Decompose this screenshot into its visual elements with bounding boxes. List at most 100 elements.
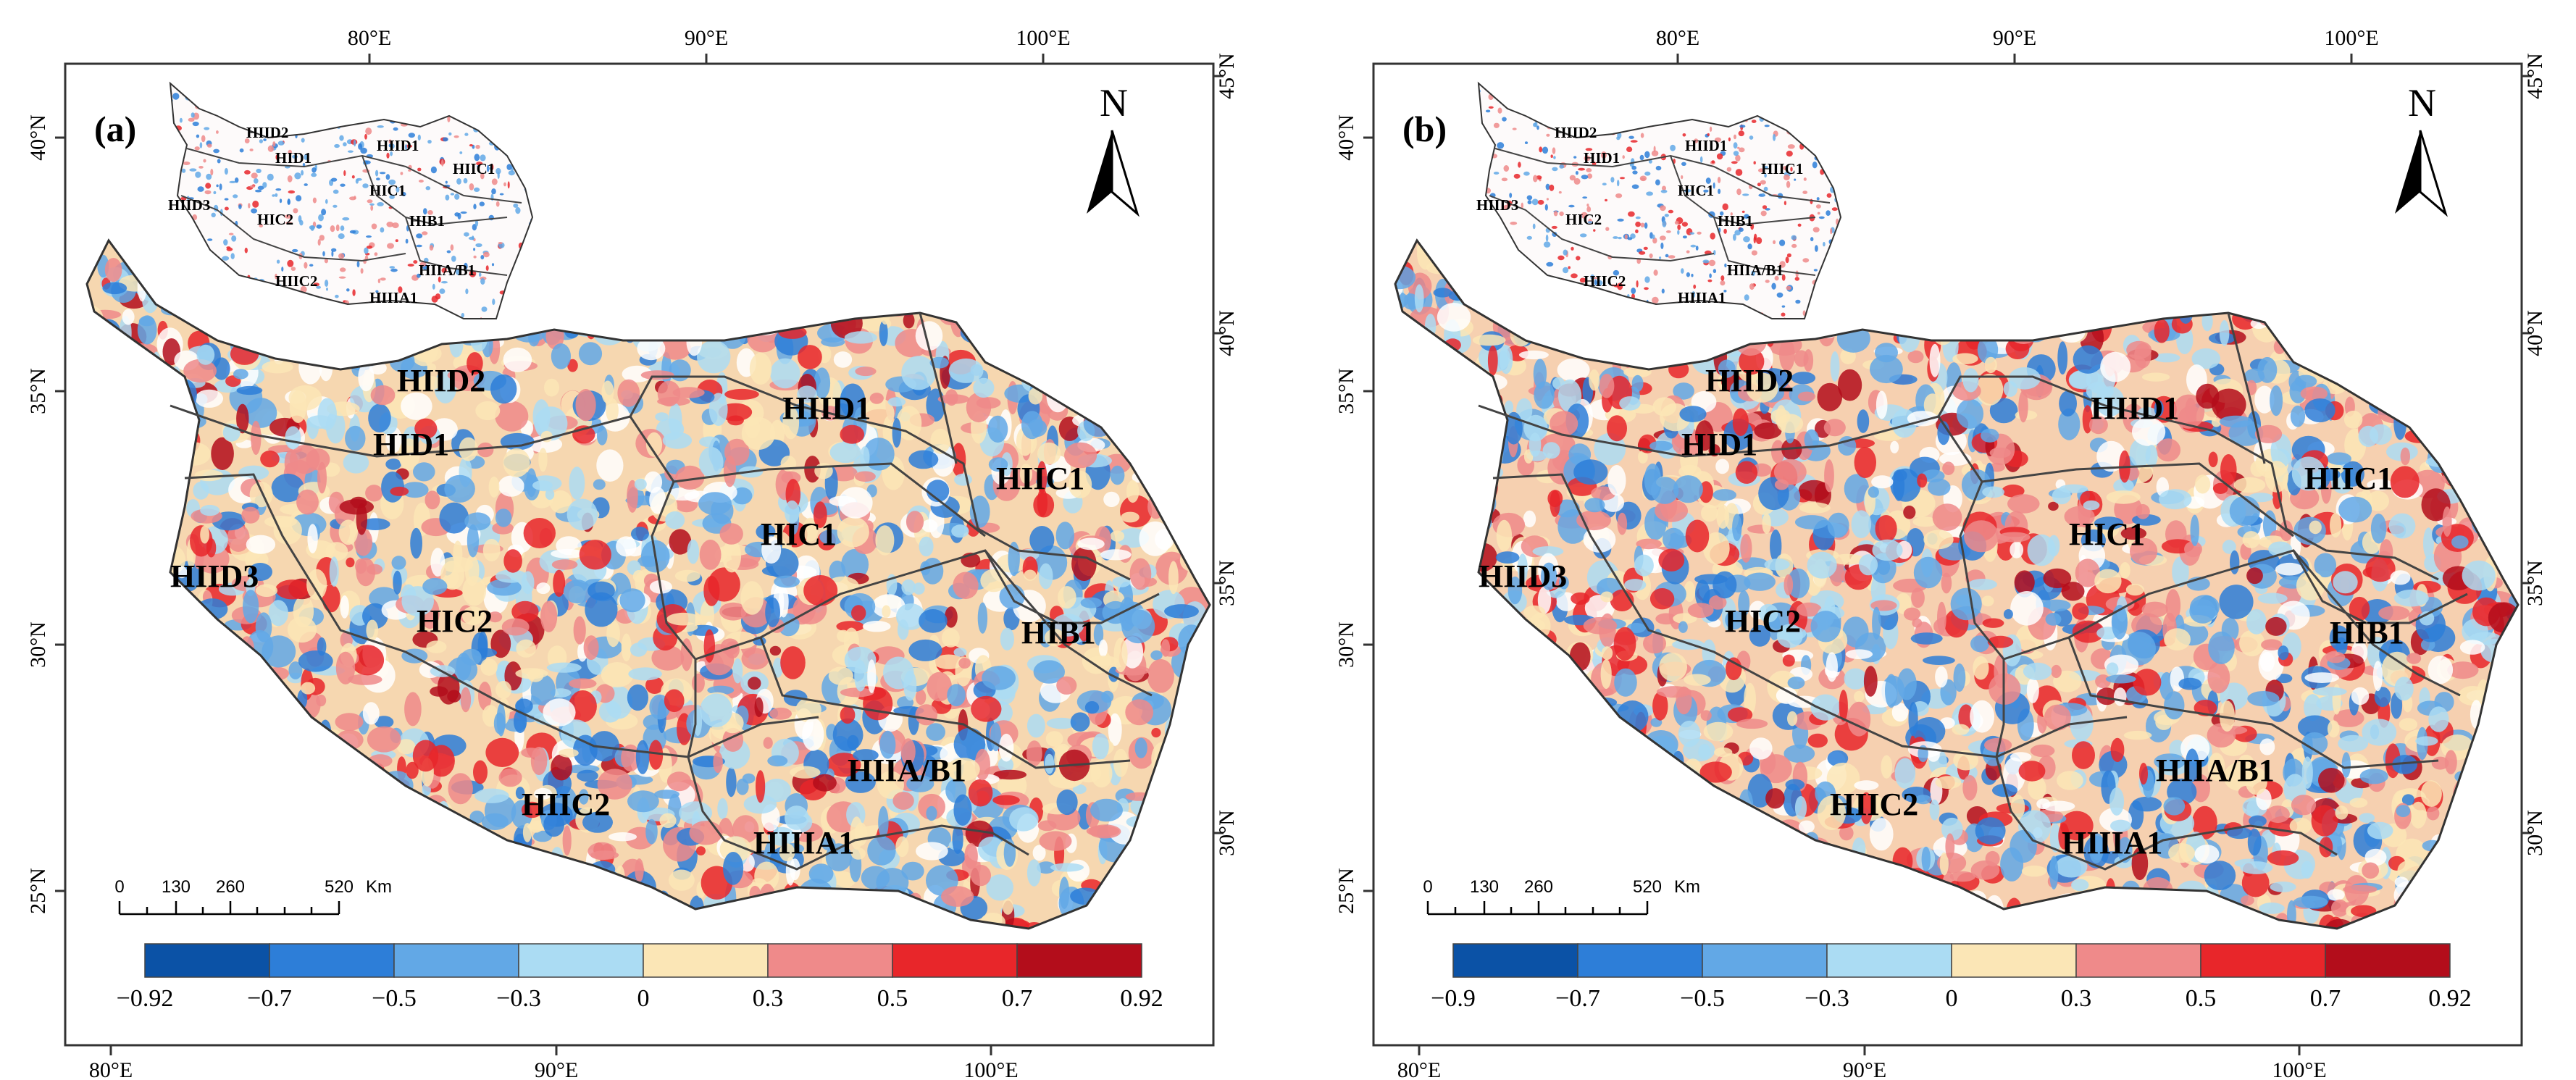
left-lat-25: 25°N — [1334, 868, 1358, 914]
scale-bar: 0 130 260 520 Km — [114, 877, 392, 916]
right-lat-40: 40°N — [2523, 310, 2547, 356]
map-frame — [1372, 62, 2523, 1047]
inset-label-hiid1: HIID1 — [377, 137, 419, 154]
scale-unit: Km — [1674, 877, 1700, 897]
left-lat-40: 40°N — [1334, 114, 1358, 161]
inset-label-hiic1: HIIC1 — [1761, 160, 1803, 177]
axis-labels: 80°E 90°E 100°E 80°E 90°E 100°E 40°N 35°… — [1334, 26, 2547, 1080]
left-lat-35: 35°N — [26, 368, 50, 414]
legend-break-label: 0.7 — [1002, 985, 1033, 1012]
top-lon-100: 100°E — [1016, 26, 1070, 50]
right-lat-35: 35°N — [2523, 560, 2547, 606]
legend-swatch — [1702, 943, 1828, 978]
scale-tick-520: 520 — [325, 877, 354, 897]
frame-ticks — [1363, 54, 2532, 1055]
right-lat-35: 35°N — [1215, 560, 1239, 606]
left-lat-40: 40°N — [26, 114, 50, 161]
legend-swatch — [1452, 943, 1578, 978]
north-label: N — [2408, 81, 2436, 125]
scale-tick-260: 260 — [216, 877, 245, 897]
region-label-hiid3: HIID3 — [1479, 558, 1567, 594]
inset-label-hiiab1: HIIA/B1 — [419, 261, 475, 279]
region-label-hiid3: HIID3 — [170, 558, 259, 594]
bottom-lon-80: 80°E — [89, 1058, 133, 1080]
scale-bar: 0 130 260 520 Km — [1423, 877, 1700, 916]
region-label-hid1: HID1 — [1681, 427, 1757, 462]
inset-label-hiiab1: HIIA/B1 — [1727, 261, 1783, 279]
region-label-hib1: HIB1 — [1021, 615, 1096, 650]
inset-label-hiiia1: HIIIA1 — [1678, 289, 1726, 306]
inset-label-hiid2: HIID2 — [246, 124, 288, 141]
map-panel-b: HIID2 HID1 HIID1 HIIC1 HIID3 HIC1 HIC2 H… — [1334, 26, 2547, 1080]
inset-label-hiid3: HIID3 — [1476, 196, 1518, 214]
legend-swatch — [1826, 943, 1952, 978]
bottom-lon-80: 80°E — [1397, 1058, 1441, 1080]
inset-label-hic2: HIC2 — [257, 211, 293, 228]
north-label: N — [1100, 81, 1128, 125]
north-arrow: N — [2395, 81, 2448, 217]
right-lat-40: 40°N — [1215, 310, 1239, 356]
inset-map: HIID2 HID1 HIID1 HIIC1 HIID3 HIC1 HIC2 H… — [1476, 83, 1841, 319]
region-label-hiiab1: HIIA/B1 — [848, 753, 966, 788]
top-lon-80: 80°E — [348, 26, 391, 50]
left-lat-30: 30°N — [26, 621, 50, 668]
scale-tick-520: 520 — [1633, 877, 1662, 897]
legend-swatch — [892, 943, 1018, 978]
region-label-hiid1: HIID1 — [782, 390, 871, 426]
legend-break-label: −0.3 — [496, 985, 541, 1012]
bottom-lon-100: 100°E — [963, 1058, 1018, 1080]
legend-break-label: 0.92 — [2428, 985, 2472, 1012]
map-panel-a: HIID2 HID1 HIID1 HIIC1 HIID3 HIC1 HIC2 H… — [26, 26, 1239, 1080]
region-label-hic2: HIC2 — [417, 603, 493, 639]
legend-break-label: −0.7 — [247, 985, 292, 1012]
left-lat-35: 35°N — [1334, 368, 1358, 414]
legend-swatch — [2325, 943, 2451, 978]
frame-ticks — [55, 54, 1224, 1055]
bottom-lon-100: 100°E — [2272, 1058, 2326, 1080]
left-lat-30: 30°N — [1334, 621, 1358, 668]
legend-break-label: 0.3 — [753, 985, 784, 1012]
inset-map: HIID2 HID1 HIID1 HIIC1 HIID3 HIC1 HIC2 H… — [168, 83, 533, 319]
inset-label-hib1: HIB1 — [1718, 212, 1753, 230]
legend-break-label: −0.92 — [117, 985, 174, 1012]
legend-swatch — [1016, 943, 1142, 978]
right-lat-45: 45°N — [1215, 53, 1239, 99]
legend-swatch — [643, 943, 769, 978]
legend-break-label: 0.5 — [2186, 985, 2217, 1012]
region-label-hiid1: HIID1 — [2091, 390, 2179, 426]
region-label-hiid2: HIID2 — [397, 363, 485, 398]
region-label-hib1: HIB1 — [2330, 615, 2404, 650]
inset-label-hid1: HID1 — [1584, 149, 1620, 167]
legend-swatch — [2075, 943, 2201, 978]
legend-break-label: 0.3 — [2061, 985, 2092, 1012]
inset-label-hid1: HID1 — [275, 149, 311, 167]
inset-label-hiic2: HIIC2 — [1584, 272, 1626, 290]
legend-swatch — [767, 943, 893, 978]
legend-swatch — [2200, 943, 2326, 978]
inset-label-hic1: HIC1 — [1678, 182, 1714, 199]
top-lon-90: 90°E — [685, 26, 728, 50]
scale-unit: Km — [366, 877, 392, 897]
top-lon-80: 80°E — [1656, 26, 1699, 50]
scale-tick-0: 0 — [1423, 877, 1432, 897]
region-label-hiiia1: HIIIA1 — [753, 825, 854, 861]
inset-label-hiid2: HIID2 — [1555, 124, 1597, 141]
inset-label-hiic1: HIIC1 — [453, 160, 495, 177]
bottom-lon-90: 90°E — [1843, 1058, 1886, 1080]
region-label-hiid2: HIID2 — [1705, 363, 1794, 398]
color-legend: −0.92 −0.7 −0.5 −0.3 0 0.3 0.5 0.7 0.92 — [117, 943, 1163, 1012]
legend-break-label: 0.5 — [877, 985, 908, 1012]
scale-tick-0: 0 — [114, 877, 124, 897]
region-label-hic1: HIC1 — [2069, 516, 2145, 552]
region-label-hiiia1: HIIIA1 — [2062, 825, 2162, 861]
scale-tick-130: 130 — [162, 877, 191, 897]
region-label-hic1: HIC1 — [761, 516, 837, 552]
region-boundaries — [170, 312, 1160, 871]
legend-break-label: −0.9 — [1431, 985, 1476, 1012]
left-lat-25: 25°N — [26, 868, 50, 914]
top-lon-90: 90°E — [1993, 26, 2036, 50]
top-lon-100: 100°E — [2324, 26, 2378, 50]
inset-label-hic2: HIC2 — [1565, 211, 1602, 228]
north-arrow: N — [1087, 81, 1139, 217]
bottom-lon-90: 90°E — [535, 1058, 578, 1080]
